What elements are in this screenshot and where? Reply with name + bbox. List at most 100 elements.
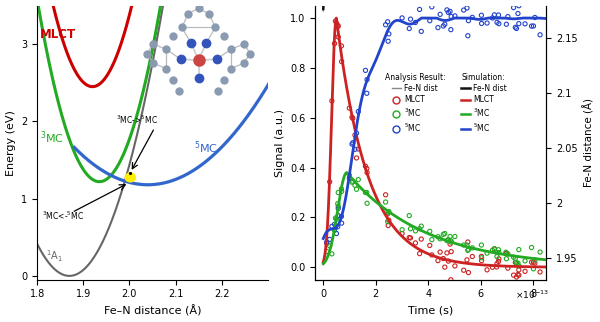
Point bbox=[530, 260, 539, 266]
Point bbox=[488, 265, 497, 270]
Point bbox=[334, 24, 343, 29]
Point bbox=[492, 0, 502, 5]
Point bbox=[384, 209, 394, 214]
Point bbox=[529, 266, 538, 271]
Point bbox=[494, 250, 503, 255]
Text: $^3$MC: $^3$MC bbox=[40, 130, 64, 147]
Point bbox=[492, 264, 502, 270]
Point bbox=[514, 247, 524, 252]
Point bbox=[439, 24, 448, 29]
Point bbox=[334, 190, 343, 195]
Point bbox=[427, 252, 437, 258]
Point bbox=[362, 190, 371, 195]
Point bbox=[503, 14, 512, 19]
Point bbox=[439, 256, 448, 261]
Point bbox=[327, 224, 337, 229]
Point bbox=[514, 3, 524, 8]
Point bbox=[520, 258, 530, 263]
Point bbox=[482, 20, 492, 25]
Point bbox=[501, 0, 511, 5]
Point bbox=[347, 180, 357, 185]
Point bbox=[529, 260, 538, 265]
Point bbox=[446, 249, 456, 254]
Point bbox=[463, 248, 473, 253]
Point bbox=[397, 231, 407, 236]
Point bbox=[514, 21, 524, 26]
Point bbox=[327, 98, 337, 103]
Point bbox=[330, 41, 340, 46]
Point bbox=[476, 242, 486, 248]
Point bbox=[445, 234, 455, 239]
Point bbox=[503, 251, 512, 256]
Point bbox=[494, 21, 503, 26]
Point bbox=[348, 140, 358, 145]
Point bbox=[333, 23, 343, 28]
Point bbox=[416, 237, 426, 242]
Point bbox=[410, 240, 420, 245]
Point bbox=[433, 234, 443, 239]
Point bbox=[334, 206, 343, 211]
Point bbox=[362, 170, 372, 175]
Point bbox=[330, 222, 340, 227]
Point bbox=[383, 39, 393, 44]
Point bbox=[352, 156, 361, 161]
Point bbox=[383, 211, 392, 216]
Point bbox=[350, 147, 360, 152]
Point bbox=[482, 267, 492, 272]
Text: $^5$MC: $^5$MC bbox=[194, 139, 218, 156]
Point bbox=[352, 130, 361, 136]
Y-axis label: Fe-N distance (Å): Fe-N distance (Å) bbox=[583, 98, 595, 187]
Point bbox=[502, 22, 511, 27]
Point bbox=[450, 234, 460, 239]
Point bbox=[337, 189, 346, 194]
Point bbox=[344, 106, 354, 111]
Point bbox=[488, 248, 497, 253]
Point bbox=[383, 210, 393, 215]
Point bbox=[512, 274, 521, 279]
Point bbox=[492, 254, 502, 259]
Point bbox=[462, 257, 472, 262]
Point bbox=[513, 272, 523, 277]
Point bbox=[512, 260, 521, 265]
Point bbox=[353, 147, 363, 152]
Legend: Fe-N dist, MLCT, $^3$MC, $^5$MC: Fe-N dist, MLCT, $^3$MC, $^5$MC bbox=[458, 70, 510, 137]
Point bbox=[464, 18, 473, 23]
Point bbox=[446, 277, 455, 282]
Point bbox=[436, 12, 445, 17]
Point bbox=[462, 242, 472, 248]
Point bbox=[404, 26, 414, 31]
Point bbox=[347, 115, 357, 120]
Point bbox=[464, 270, 473, 275]
Point bbox=[425, 18, 434, 23]
Point bbox=[384, 31, 394, 36]
Point bbox=[492, 250, 502, 255]
Point bbox=[459, 242, 469, 248]
Point bbox=[350, 183, 360, 188]
Point bbox=[488, 15, 497, 21]
Point bbox=[476, 254, 486, 259]
Point bbox=[348, 179, 358, 184]
Point bbox=[492, 20, 502, 25]
Point bbox=[331, 19, 340, 24]
Point bbox=[477, 258, 487, 263]
Point bbox=[332, 231, 341, 236]
Point bbox=[511, 25, 520, 30]
Point bbox=[464, 247, 473, 252]
Point bbox=[362, 166, 371, 171]
Point bbox=[509, 5, 518, 10]
Point bbox=[467, 254, 477, 259]
Point bbox=[459, 7, 469, 13]
Point bbox=[467, 15, 477, 20]
Point bbox=[353, 109, 363, 114]
Point bbox=[450, 13, 460, 18]
Y-axis label: Signal (a.u.): Signal (a.u.) bbox=[275, 109, 285, 177]
Point bbox=[502, 256, 511, 261]
Point bbox=[361, 68, 370, 73]
Point bbox=[477, 255, 487, 260]
Point bbox=[513, 260, 523, 266]
Point bbox=[397, 227, 407, 232]
Point bbox=[511, 256, 520, 261]
Point bbox=[535, 270, 545, 275]
Point bbox=[463, 240, 473, 245]
Point bbox=[509, 255, 518, 260]
